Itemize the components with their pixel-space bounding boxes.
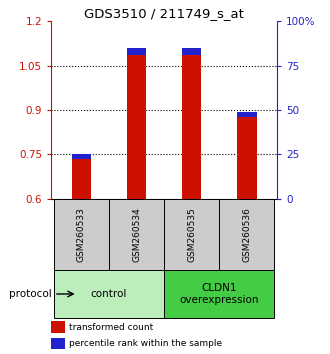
Bar xyxy=(237,112,256,118)
Title: GDS3510 / 211749_s_at: GDS3510 / 211749_s_at xyxy=(84,7,244,20)
Text: control: control xyxy=(91,289,127,299)
FancyBboxPatch shape xyxy=(164,270,275,318)
Text: GSM260533: GSM260533 xyxy=(77,207,86,262)
Text: GSM260536: GSM260536 xyxy=(242,207,251,262)
FancyBboxPatch shape xyxy=(164,199,219,270)
Bar xyxy=(182,55,201,199)
Text: GSM260534: GSM260534 xyxy=(132,207,141,262)
FancyBboxPatch shape xyxy=(54,199,109,270)
Bar xyxy=(72,154,91,159)
Text: transformed count: transformed count xyxy=(69,323,153,332)
FancyBboxPatch shape xyxy=(54,270,164,318)
Bar xyxy=(127,48,146,55)
Bar xyxy=(51,321,65,333)
Text: protocol: protocol xyxy=(9,289,52,299)
Text: GSM260535: GSM260535 xyxy=(187,207,196,262)
Bar xyxy=(127,55,146,199)
Bar xyxy=(51,338,65,349)
Bar xyxy=(182,48,201,55)
Bar xyxy=(237,118,256,199)
FancyBboxPatch shape xyxy=(219,199,275,270)
Text: percentile rank within the sample: percentile rank within the sample xyxy=(69,339,222,348)
FancyBboxPatch shape xyxy=(109,199,164,270)
Bar xyxy=(72,159,91,199)
Text: CLDN1
overexpression: CLDN1 overexpression xyxy=(180,283,259,305)
